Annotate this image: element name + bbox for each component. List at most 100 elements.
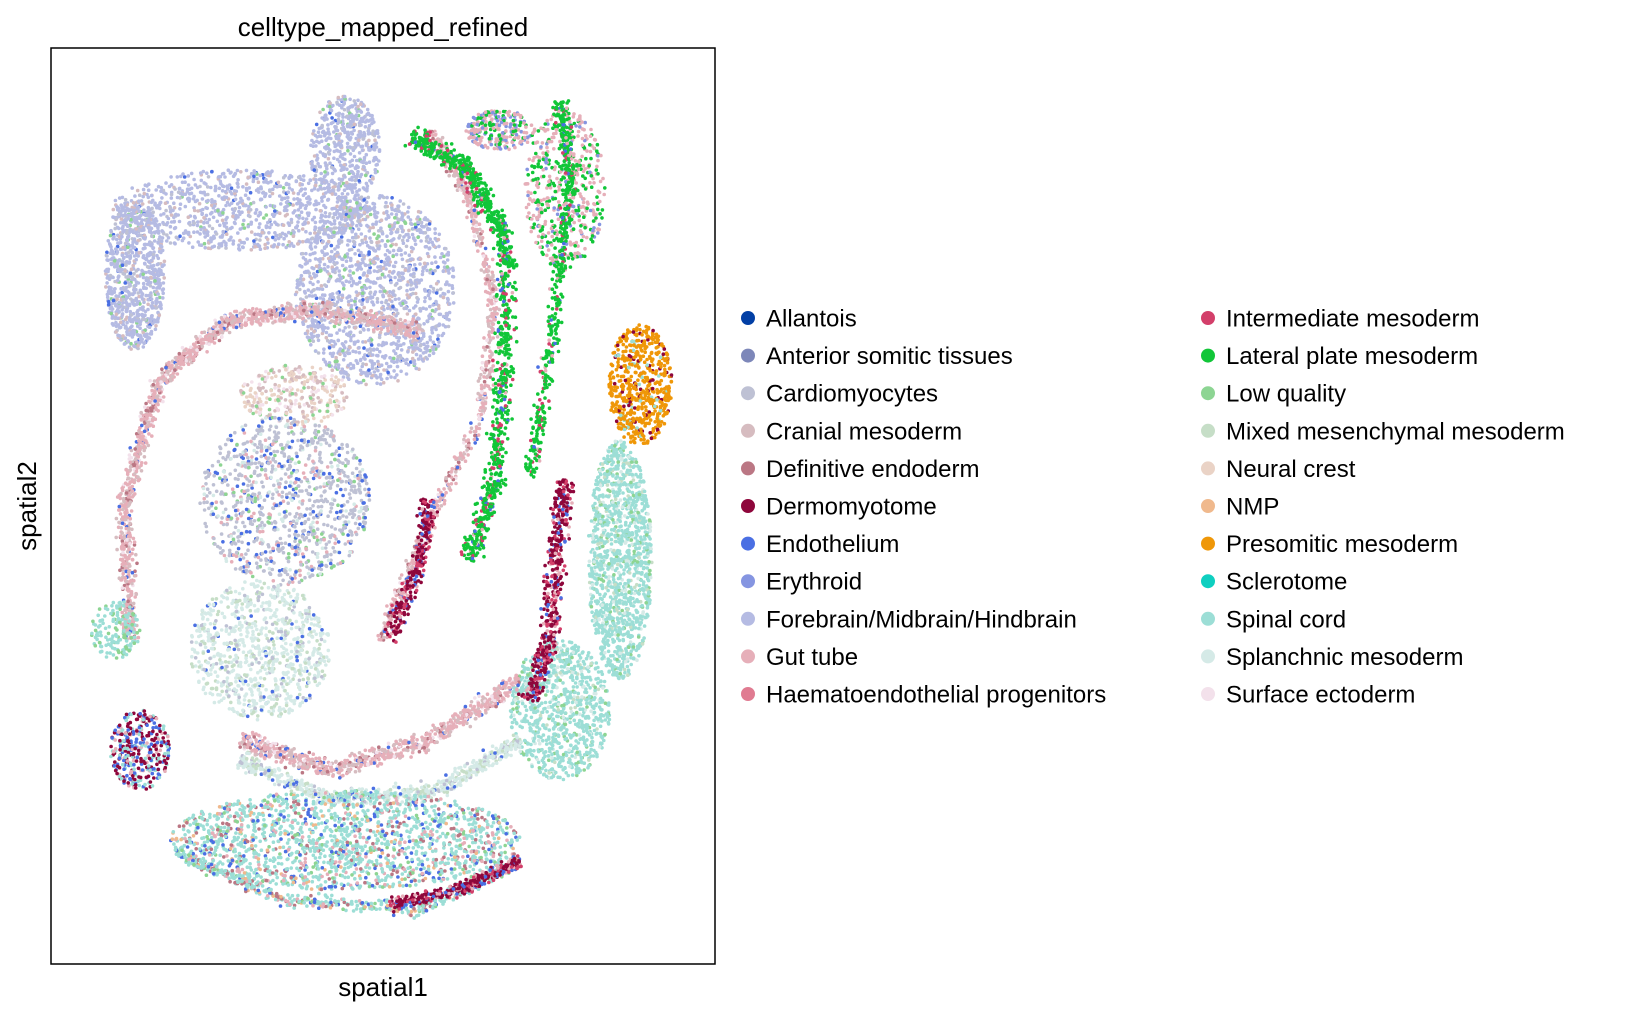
cell-point (306, 221, 311, 225)
cell-point (313, 245, 318, 249)
cell-point (157, 304, 162, 309)
cell-point (361, 327, 366, 331)
cell-point (342, 152, 347, 156)
cell-point (428, 289, 432, 294)
cell-point (220, 334, 224, 339)
cell-point (286, 418, 290, 423)
cell-point (406, 210, 410, 214)
cell-point (199, 227, 203, 232)
cell-point (344, 259, 349, 264)
cell-point (106, 258, 110, 263)
cell-point (342, 101, 347, 105)
cell-point (388, 355, 392, 360)
cell-point (202, 226, 206, 230)
cell-point (125, 472, 130, 477)
cell-point (225, 187, 230, 191)
cell-point (370, 300, 374, 304)
cell-point (315, 286, 320, 291)
cell-point (423, 245, 428, 249)
cell-point (368, 371, 372, 376)
cell-point (332, 222, 337, 226)
cell-point (146, 307, 150, 312)
cell-point (317, 409, 322, 413)
cell-point (255, 176, 259, 181)
cell-point (436, 265, 440, 269)
cell-point (200, 197, 205, 201)
cell-point (114, 330, 118, 334)
cell-point (281, 223, 286, 227)
cell-point (423, 261, 427, 266)
cell-point (277, 384, 282, 388)
cell-point (136, 343, 140, 348)
cell-point (321, 239, 325, 244)
cell-point (293, 292, 298, 297)
cell-point (330, 171, 335, 176)
cell-point (312, 215, 317, 220)
cell-point (369, 343, 374, 347)
cell-point (391, 264, 396, 269)
cell-point (240, 210, 244, 214)
cell-point (390, 196, 394, 200)
cell-point (298, 280, 303, 285)
cell-point (302, 222, 307, 226)
cell-point (160, 196, 164, 200)
cell-point (308, 244, 313, 248)
cell-point (155, 286, 159, 290)
cell-point (175, 175, 180, 179)
cell-point (339, 298, 344, 303)
cell-point (168, 241, 173, 245)
cell-point (141, 308, 145, 312)
cell-point (402, 342, 406, 346)
cell-point (284, 367, 288, 372)
cell-point (316, 130, 321, 134)
cell-point (149, 275, 153, 280)
cell-point (304, 217, 309, 221)
cell-point (273, 209, 277, 213)
cell-point (210, 210, 214, 215)
cell-point (414, 346, 419, 350)
cell-point (367, 252, 371, 256)
cell-point (173, 241, 177, 246)
cell-point (406, 350, 410, 354)
cell-point (117, 310, 121, 314)
cell-point (310, 236, 315, 240)
cell-point (191, 197, 196, 201)
cell-point (254, 208, 259, 212)
cell-point (257, 382, 262, 387)
cell-point (330, 374, 334, 378)
cell-point (316, 338, 321, 343)
cell-point (128, 271, 133, 276)
cell-point (333, 379, 337, 384)
cell-point (426, 293, 431, 298)
cell-point (288, 409, 293, 414)
cell-point (110, 301, 114, 306)
cell-point (283, 363, 288, 368)
cell-point (241, 185, 245, 189)
cell-point (405, 238, 410, 243)
cell-point (175, 195, 180, 200)
cell-point (144, 278, 149, 283)
cell-point (247, 186, 252, 190)
cell-point (378, 289, 383, 294)
cell-point (372, 202, 377, 206)
cell-point (327, 227, 332, 231)
cell-point (365, 274, 369, 278)
cell-point (438, 312, 443, 317)
cell-point (202, 337, 207, 342)
cell-point (232, 189, 237, 193)
cell-point (423, 299, 427, 304)
cell-point (137, 216, 142, 221)
cell-point (413, 242, 418, 247)
cell-point (237, 209, 241, 214)
cell-point (340, 391, 345, 395)
cell-point (343, 175, 347, 179)
cell-point (384, 322, 389, 327)
cell-point (265, 237, 270, 242)
cell-point (451, 275, 456, 279)
cell-point (251, 411, 255, 416)
cell-point (361, 355, 366, 360)
cell-point (356, 133, 361, 137)
cell-point (259, 185, 263, 189)
cell-point (179, 174, 183, 179)
cell-point (348, 145, 352, 149)
